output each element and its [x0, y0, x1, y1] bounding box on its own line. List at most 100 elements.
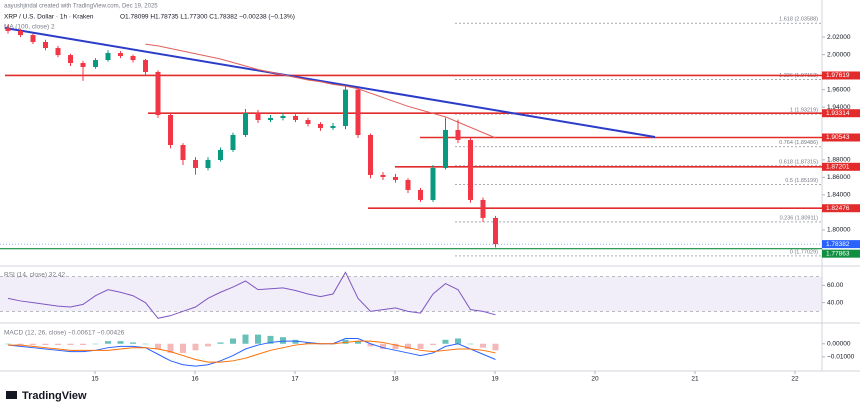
- fib-label: 0 (1.77029): [790, 249, 818, 255]
- candle-body: [18, 31, 23, 36]
- macd-histogram: [55, 343, 61, 346]
- x-tick-label: 18: [391, 376, 399, 383]
- trendline: [4, 27, 656, 138]
- macd-histogram: [80, 343, 86, 346]
- x-tick-label: 20: [591, 376, 599, 383]
- y-tick-label: 1.84000: [827, 192, 851, 199]
- y-tick-label: 1.96000: [827, 86, 851, 93]
- candle-body: [405, 179, 411, 190]
- fib-label: 0.5 (1.85199): [785, 178, 818, 184]
- candle-body: [318, 123, 323, 128]
- candle-body: [180, 144, 186, 160]
- macd-histogram: [192, 343, 199, 351]
- macd-histogram: [142, 343, 149, 345]
- x-tick-label: 16: [191, 376, 199, 383]
- candle-body: [105, 53, 111, 61]
- candle-body: [255, 112, 261, 121]
- macd-histogram: [467, 343, 474, 345]
- price-tag-label: 1.90543: [826, 134, 850, 141]
- macd-histogram: [305, 342, 311, 344]
- candle-body: [430, 167, 436, 200]
- price-tag: [822, 109, 860, 118]
- candle-body: [305, 120, 311, 124]
- macd-histogram: [205, 343, 211, 347]
- symbol: XRP / U.S. Dollar · 1h · Kraken: [4, 14, 94, 21]
- macd-histogram: [167, 343, 174, 353]
- x-tick-label: 17: [291, 376, 299, 383]
- candle-body: [343, 89, 348, 126]
- candle-body: [480, 199, 486, 218]
- macd-histogram: [17, 343, 24, 346]
- y-tick-label: 2.00000: [827, 51, 851, 58]
- macd-histogram: [480, 343, 486, 348]
- macd-histogram: [230, 338, 236, 344]
- candle-body: [80, 63, 86, 67]
- macd-histogram: [117, 341, 124, 344]
- x-tick-label: 21: [691, 376, 699, 383]
- credit: aayushjindal created with TradingView.co…: [4, 4, 158, 10]
- candle-body: [230, 134, 236, 150]
- macd-histogram: [180, 343, 186, 353]
- macd-histogram: [67, 343, 74, 346]
- candle-body: [193, 159, 198, 168]
- macd-histogram: [105, 341, 111, 344]
- macd-histogram: [217, 342, 224, 344]
- fib-label: 1.618 (2.03588): [779, 17, 818, 23]
- candle-body: [5, 28, 11, 32]
- rsi-band: [0, 276, 822, 312]
- macd-histogram: [155, 343, 161, 349]
- candle-body: [455, 129, 461, 140]
- logo-text: TradingView: [22, 390, 87, 402]
- price-tag: [822, 162, 860, 171]
- macd-histogram: [417, 343, 424, 349]
- macd-histogram: [342, 339, 349, 344]
- x-tick-label: 19: [491, 376, 499, 383]
- macd-histogram: [280, 337, 286, 344]
- moving-average: [145, 43, 496, 139]
- candle-body: [355, 89, 361, 135]
- fib-label: 0.764 (1.89486): [779, 140, 818, 146]
- macd-histogram: [92, 343, 99, 345]
- y-tick-label: 2.02000: [827, 34, 851, 41]
- candle-body: [118, 53, 123, 57]
- macd-histogram: [392, 343, 399, 349]
- macd-histogram: [455, 338, 461, 344]
- fib-label: 0.618 (1.87315): [779, 159, 818, 165]
- price-tag-label: 1.78382: [826, 241, 850, 248]
- y-tick-label: 60.00: [827, 282, 844, 289]
- macd-histogram: [430, 343, 436, 346]
- rsi-line: [7, 271, 496, 319]
- macd-histogram: [242, 334, 249, 344]
- candle-body: [30, 35, 36, 42]
- ohlc: O1.78099 H1.78735 L1.77300 C1.78382 −0.0…: [120, 14, 295, 21]
- price-tag: [822, 249, 860, 258]
- candle-body: [143, 60, 148, 72]
- macd-histogram: [255, 334, 261, 344]
- candle-body: [130, 56, 136, 61]
- price-tag-label: 1.82476: [826, 205, 850, 212]
- macd-histogram: [442, 339, 449, 344]
- macd-histogram: [292, 339, 299, 344]
- candle-body: [218, 149, 223, 160]
- macd-histogram: [5, 343, 11, 345]
- price-tag-label: 1.93314: [826, 110, 850, 117]
- macd-line: [8, 340, 496, 363]
- logo-icon: [6, 391, 17, 399]
- candle-body: [368, 134, 373, 175]
- price-tag: [822, 71, 860, 80]
- candle-body: [443, 129, 448, 168]
- candle-body: [418, 189, 423, 200]
- candle-body: [293, 115, 298, 121]
- macd-histogram: [30, 343, 36, 346]
- price-tag-label: 1.87201: [826, 164, 850, 171]
- macd-histogram: [380, 343, 386, 349]
- candle-body: [330, 125, 336, 128]
- candle-body: [268, 117, 273, 121]
- candle-body: [43, 41, 48, 49]
- y-tick-label: −0.01000: [827, 354, 855, 361]
- ma-label: MA (100, close) 2: [4, 24, 55, 31]
- y-tick-label: 1.86000: [827, 174, 851, 181]
- candle-body: [493, 217, 498, 245]
- candle-body: [393, 176, 398, 180]
